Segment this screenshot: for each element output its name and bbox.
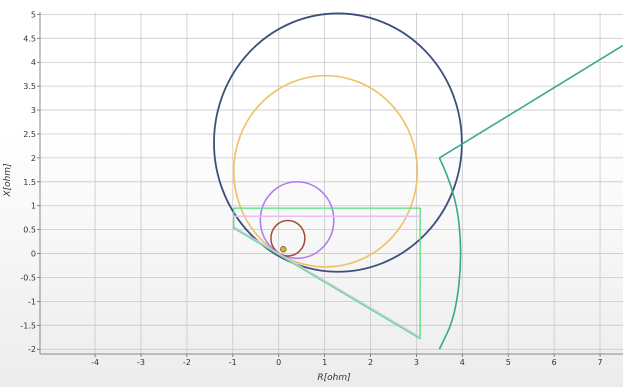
impedance-circle — [259, 181, 335, 260]
x-tick-label: 3 — [414, 358, 419, 367]
y-tick-label: 4.5 — [23, 34, 36, 43]
y-axis-label: X[ohm] — [3, 163, 13, 198]
y-tick-label: 3.5 — [23, 82, 36, 91]
x-tick-label: -3 — [137, 358, 145, 367]
y-tick-label: -1.5 — [20, 321, 36, 330]
impedance-circle — [232, 74, 419, 268]
x-tick-label: 0 — [276, 358, 281, 367]
characteristic-arc — [438, 157, 462, 350]
y-tick-label: -2 — [28, 345, 36, 354]
x-tick-label: -1 — [229, 358, 237, 367]
x-tick-label: 2 — [368, 358, 373, 367]
y-tick-label: 4 — [31, 58, 36, 67]
impedance-circle — [213, 12, 463, 273]
x-tick-label: -2 — [183, 358, 191, 367]
y-tick-label: 2.5 — [23, 130, 36, 139]
x-tick-label: 7 — [598, 358, 603, 367]
characteristic-line — [233, 226, 421, 338]
operating-point-marker — [280, 246, 287, 253]
y-tick-label: 3 — [31, 106, 36, 115]
y-tick-label: 1.5 — [23, 178, 36, 187]
x-tick-label: 5 — [506, 358, 511, 367]
y-tick-label: -0.5 — [20, 273, 36, 282]
x-tick-label: 1 — [322, 358, 327, 367]
x-tick-label: 4 — [460, 358, 465, 367]
axes: -4 -3 -2 -1 0 1 2 3 4 5 6 7 -2 -1.5 -1 -0.5 0 0.5 1 1.5 2 2.5… — [20, 10, 623, 367]
y-tick-label: 0.5 — [23, 226, 36, 235]
characteristic-line — [233, 207, 421, 340]
characteristic-line — [438, 44, 623, 159]
grid — [40, 12, 623, 354]
y-tick-label: 1 — [31, 202, 36, 211]
y-tick-label: 0 — [31, 250, 36, 259]
y-tick-label: -1 — [28, 297, 36, 306]
series — [213, 12, 623, 350]
labels: R[ohm] X[ohm] — [3, 163, 351, 383]
y-tick-label: 5 — [31, 10, 36, 19]
x-tick-label: 6 — [552, 358, 557, 367]
x-tick-label: -4 — [91, 358, 99, 367]
x-axis-label: R[ohm] — [317, 373, 351, 383]
impedance-circle — [270, 219, 306, 257]
y-tick-label: 2 — [31, 154, 36, 163]
